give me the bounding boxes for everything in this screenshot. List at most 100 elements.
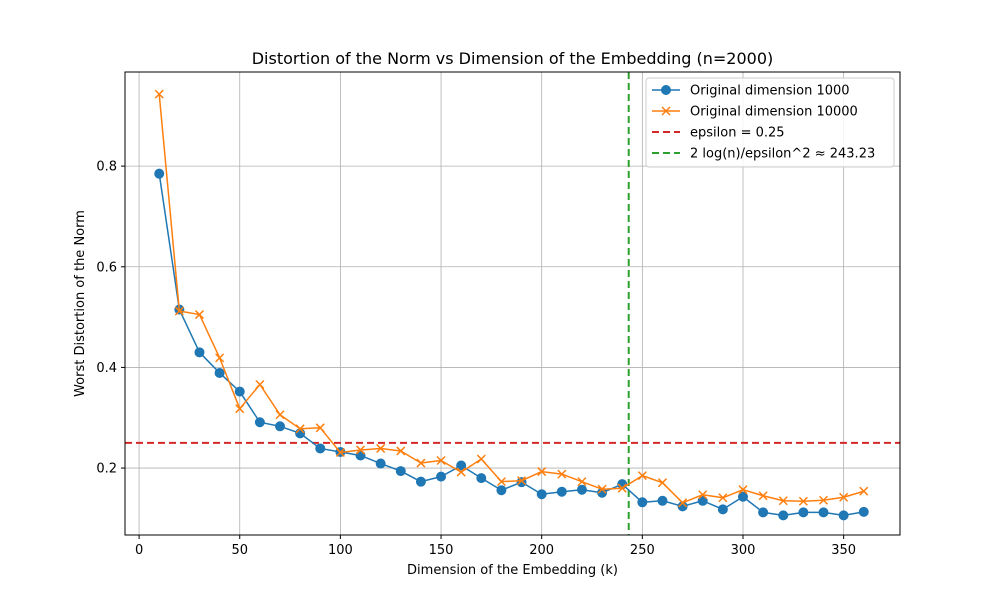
y-tick-label: 0.2 <box>96 462 117 477</box>
data-point <box>737 491 748 502</box>
y-axis: 0.2 0.4 0.6 0.8 <box>96 160 125 477</box>
series-line <box>158 94 864 504</box>
data-point <box>597 484 607 494</box>
grid <box>125 72 900 535</box>
data-point <box>416 458 426 468</box>
x-tick-label: 150 <box>429 543 454 558</box>
data-point <box>194 347 205 358</box>
data-point <box>778 496 788 506</box>
data-point <box>476 454 486 464</box>
data-point <box>617 483 627 493</box>
reference-lines <box>125 72 900 535</box>
x-tick-label: 0 <box>135 543 143 558</box>
data-point <box>576 484 587 495</box>
data-point <box>838 510 849 521</box>
data-point <box>275 421 285 432</box>
data-point <box>295 428 306 439</box>
data-point <box>194 310 205 320</box>
data-point <box>295 424 305 434</box>
legend-item: Original dimension 10000 <box>652 105 858 120</box>
data-point <box>234 386 245 397</box>
data-point <box>335 447 345 457</box>
data-point <box>798 496 808 506</box>
data-point <box>496 477 506 487</box>
data-point <box>456 460 467 471</box>
data-point <box>738 485 748 495</box>
legend-item: epsilon = 0.25 <box>652 126 785 141</box>
data-point <box>517 476 527 486</box>
data-point <box>697 495 708 506</box>
data-point <box>436 455 446 466</box>
y-axis-label: Worst Distortion of the Norm <box>73 210 88 397</box>
data-point <box>557 469 567 479</box>
legend-item: Original dimension 1000 <box>652 84 850 99</box>
data-point <box>698 490 708 500</box>
data-point <box>717 504 728 515</box>
data-point <box>818 495 829 505</box>
data-point <box>355 445 366 455</box>
data-point <box>537 467 547 477</box>
legend: Original dimension 1000 Original dimensio… <box>645 77 895 168</box>
data-point <box>215 353 225 363</box>
data-point <box>154 89 164 99</box>
legend-marker-swatch <box>661 106 671 116</box>
x-tick-label: 350 <box>831 543 856 558</box>
data-point <box>758 491 768 501</box>
data-point <box>637 497 648 508</box>
data-point <box>657 495 668 506</box>
legend-label: 2 log(n)/epsilon^2 ≈ 243.23 <box>690 147 875 162</box>
legend-label: Original dimension 10000 <box>690 105 858 120</box>
data-point <box>375 458 386 469</box>
data-point <box>436 471 447 482</box>
y-tick-label: 0.6 <box>96 260 117 275</box>
data-point <box>154 168 165 179</box>
data-point <box>376 443 386 453</box>
data-point <box>798 507 809 518</box>
data-point <box>858 506 869 517</box>
data-point <box>637 471 647 481</box>
series-group <box>154 89 869 521</box>
data-point <box>396 446 406 456</box>
series-2 <box>154 89 869 508</box>
legend-item: 2 log(n)/epsilon^2 ≈ 243.23 <box>652 147 875 162</box>
data-point <box>415 476 426 487</box>
x-tick-label: 300 <box>731 543 756 558</box>
data-point <box>678 498 688 508</box>
chart-title: Distortion of the Norm vs Dimension of t… <box>252 49 774 68</box>
data-point <box>556 486 567 497</box>
x-axis: 0 50 100 150 200 250 300 350 <box>135 535 856 558</box>
data-point <box>577 477 587 487</box>
x-tick-label: 100 <box>328 543 353 558</box>
series-1 <box>154 168 869 521</box>
data-point <box>254 417 265 428</box>
data-point <box>859 486 869 496</box>
data-point <box>839 492 849 502</box>
y-tick-label: 0.4 <box>96 361 117 376</box>
data-point <box>818 507 829 518</box>
data-point <box>476 473 487 484</box>
legend-label: epsilon = 0.25 <box>690 126 785 141</box>
legend-marker-swatch <box>661 85 671 95</box>
data-point <box>315 423 325 433</box>
x-axis-label: Dimension of the Embedding (k) <box>407 563 618 578</box>
y-tick-label: 0.8 <box>96 160 117 175</box>
data-point <box>536 489 547 500</box>
legend-label: Original dimension 1000 <box>690 84 850 99</box>
data-point <box>275 410 285 420</box>
data-point <box>758 507 769 518</box>
data-point <box>214 367 225 378</box>
plot-frame <box>124 71 901 536</box>
data-point <box>255 379 265 390</box>
data-point <box>456 467 466 477</box>
data-point <box>395 466 406 477</box>
data-point <box>174 306 184 316</box>
data-point <box>315 443 326 454</box>
data-point <box>235 404 245 414</box>
x-tick-label: 50 <box>231 543 248 558</box>
x-tick-label: 200 <box>529 543 554 558</box>
data-point <box>718 493 728 503</box>
data-point <box>657 478 667 488</box>
data-point <box>496 485 507 496</box>
data-point <box>778 510 789 521</box>
